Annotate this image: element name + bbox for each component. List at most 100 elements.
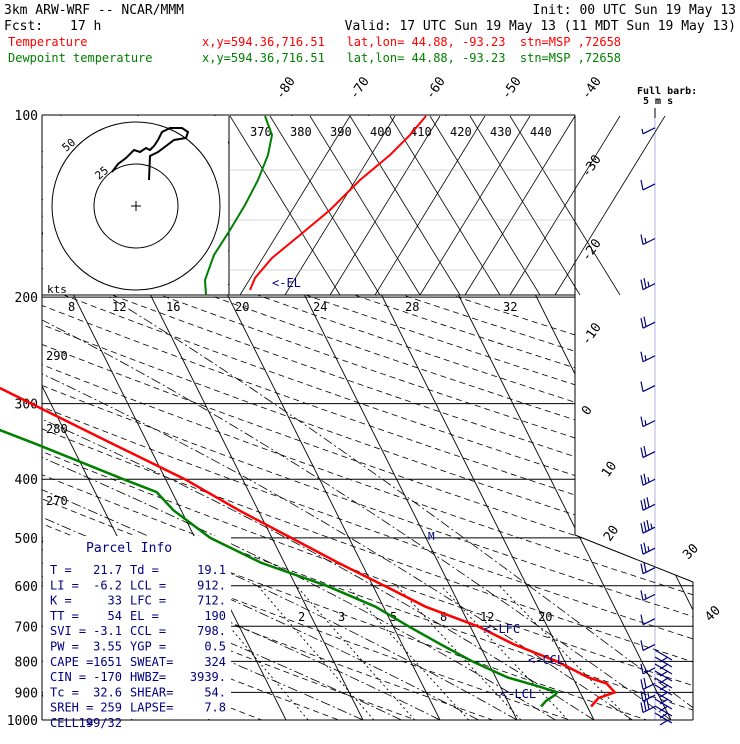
temp-label--50: -50 (499, 74, 525, 102)
wind-barb-flag (641, 475, 643, 485)
mixing-ratio-label-3: 3 (338, 610, 345, 624)
wind-barb-staff (643, 619, 655, 625)
theta-e-label-420: 420 (450, 125, 472, 139)
temperature-legend-label: Temperature (8, 35, 87, 49)
pressure-label-200: 200 (15, 291, 38, 306)
wind-barb-flag (641, 234, 643, 244)
parcel-cell-7-0: CIN = (50, 670, 86, 684)
parcel-cell-6-2: SWEAT= (130, 655, 173, 669)
wind-barb-flag (641, 448, 643, 458)
temp-label-10: 10 (599, 459, 620, 480)
dewpoint-legend-info: x,y=594.36,716.51 lat,lon= 44.88, -93.23… (202, 51, 621, 65)
temperature-legend-info: x,y=594.36,716.51 lat,lon= 44.88, -93.23… (202, 35, 621, 49)
model-title: 3km ARW-WRF -- NCAR/MMM (4, 3, 184, 18)
wind-barb-half (645, 594, 646, 599)
fcst-value: 17 h (70, 19, 101, 34)
parcel-cell-0-0: T = (50, 563, 72, 577)
parcel-cell-1-2: LCL = (130, 578, 166, 592)
wind-barb (641, 690, 655, 702)
wind-barb-flag (644, 678, 646, 688)
parcel-cell-5-2: YGP = (130, 640, 166, 654)
speed-axis-label-12: 12 (112, 300, 126, 314)
wind-barb-staff (643, 386, 655, 392)
wind-barb-flag (641, 590, 643, 600)
wind-barb-flag (644, 701, 646, 711)
lcl-label: <-LCL (500, 687, 536, 701)
mixing-ratio-label-20: 20 (538, 610, 552, 624)
parcel-cell-0-3: 19.1 (197, 563, 226, 577)
pressure-label-400: 400 (15, 473, 38, 488)
wind-barb-flag (647, 497, 649, 507)
parcel-cell-7-2: HWBZ= (130, 670, 166, 684)
parcel-cell-8-2: SHEAR= (130, 685, 173, 699)
parcel-info-title: Parcel Info (86, 541, 172, 556)
parcel-cell-8-1: 32.6 (93, 685, 122, 699)
wind-barb (641, 497, 655, 510)
wind-barb (641, 352, 655, 362)
pressure-label-600: 600 (15, 580, 38, 595)
parcel-cell-9-3: 7.8 (204, 701, 226, 715)
parcel-cell-9-1: 259 (100, 701, 122, 715)
theta-e-label-390: 390 (330, 125, 352, 139)
wind-barb-flag (641, 703, 643, 713)
wind-barb-flag (641, 500, 643, 510)
theta-e-label-380: 380 (290, 125, 312, 139)
wind-barb-flag (641, 352, 643, 362)
pressure-label-1000: 1000 (7, 714, 38, 729)
wind-barb (641, 474, 655, 486)
theta-e-label-430: 430 (490, 125, 512, 139)
el-label: <-EL (272, 276, 301, 290)
mixing-ratio-line (258, 586, 374, 720)
parcel-cell-2-2: LFC = (130, 594, 166, 608)
wind-barb-staff (643, 184, 655, 190)
parcel-cell-4-2: CCL = (130, 624, 166, 638)
parcel-cell-3-2: EL = (130, 609, 159, 623)
theta-label-270: 270 (46, 494, 68, 508)
temp-label--40: -40 (579, 74, 605, 102)
parcel-cell-1-3: 912. (197, 578, 226, 592)
parcel-cell-9-0: SREH = (50, 701, 93, 715)
theta-label-280: 280 (46, 422, 68, 436)
wind-barb (641, 664, 655, 674)
parcel-cell-6-0: CAPE = (50, 655, 93, 669)
wind-barb (641, 234, 655, 244)
wind-barb-flag (641, 417, 643, 427)
init-time: Init: 00 UTC Sun 19 May 13 (533, 3, 737, 18)
speed-axis-label-20: 20 (235, 300, 249, 314)
temp-label-20: 20 (601, 523, 622, 544)
parcel-cell-4-3: 798. (197, 624, 226, 638)
wind-barb-half (645, 238, 646, 243)
wind-barb (641, 543, 655, 555)
parcel-cell-10-1: 199/32 (79, 716, 122, 730)
wind-scale-40: 40 (702, 603, 724, 625)
wind-barb (641, 700, 655, 713)
parcel-cell-8-3: 54. (204, 685, 226, 699)
wind-barb-flag (641, 640, 643, 650)
mixing-ratio-label-2: 2 (298, 610, 305, 624)
wind-barb-half (648, 282, 649, 287)
parcel-cell-4-0: SVI = (50, 624, 86, 638)
mixing-ratio-line (296, 586, 414, 720)
temp-label--60: -60 (423, 74, 449, 102)
temp-label-0: 0 (579, 403, 596, 418)
wind-barb (642, 128, 655, 134)
fcst-label: Fcst: (4, 19, 43, 34)
wind-barb-low-flag (660, 720, 668, 725)
wind-barb (641, 590, 655, 600)
valid-time: Valid: 17 UTC Sun 19 May 13 (11 MDT Sun … (345, 19, 736, 34)
speed-axis-label-8: 8 (68, 300, 75, 314)
parcel-cell-7-3: 3939. (190, 670, 226, 684)
parcel-cell-6-1: 1651 (93, 655, 122, 669)
wind-barb-flag (644, 278, 646, 288)
wind-barb-flag (641, 679, 643, 689)
wind-barb-staff (643, 128, 655, 134)
wind-barb (641, 520, 655, 533)
pressure-label-500: 500 (15, 532, 38, 547)
wind-barb (641, 382, 655, 392)
pressure-label-800: 800 (15, 655, 38, 670)
theta-label-290: 290 (46, 349, 68, 363)
